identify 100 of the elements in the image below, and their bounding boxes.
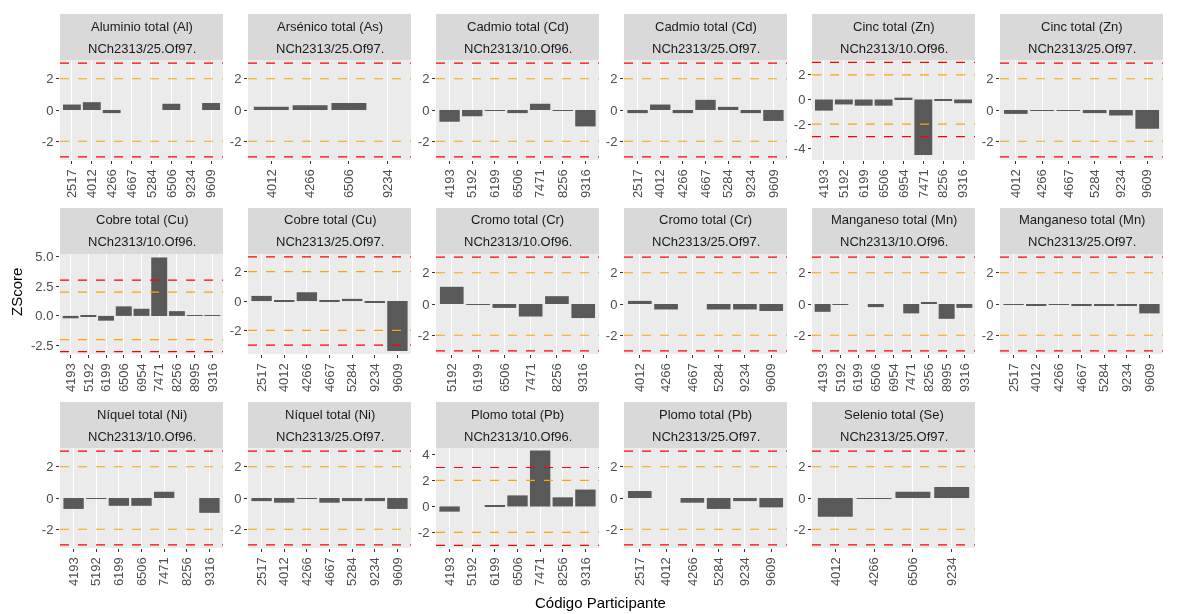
x-tick-label: 6506 — [341, 169, 357, 199]
x-tick-label: 4667 — [697, 169, 713, 199]
y-tick-label: 2 — [234, 459, 242, 475]
x-tick-label: 9609 — [765, 169, 781, 199]
y-tick-label: 0 — [610, 102, 618, 118]
x-tick-label: 5192 — [832, 363, 848, 393]
y-tick-label: 2 — [46, 71, 54, 87]
y-tick-label: -2 — [793, 116, 806, 132]
chart-subtitle: NCh2313/25.Of97. — [276, 41, 385, 56]
y-tick-label: 0 — [610, 490, 618, 506]
x-tick-label: 9609 — [203, 169, 219, 199]
y-axis-title: ZScore — [8, 267, 25, 316]
chart-subtitle: NCh2313/10.Of96. — [840, 41, 949, 56]
x-tick-label: 9234 — [943, 557, 959, 587]
x-tick-label: 4193 — [441, 169, 457, 199]
x-tick-label: 4266 — [103, 169, 119, 199]
x-tick-label: 5192 — [464, 557, 480, 587]
x-tick-label: 6199 — [855, 169, 871, 199]
x-tick-label: 8256 — [935, 169, 951, 199]
x-tick-label: 6506 — [116, 363, 132, 393]
y-tick-label: 0 — [234, 490, 242, 506]
y-tick-label: -2 — [229, 521, 242, 537]
x-tick-label: 9609 — [389, 557, 405, 587]
x-tick-label: 4012 — [276, 363, 292, 393]
y-tick-label: 5.0 — [35, 248, 54, 264]
x-tick-label: 4193 — [65, 557, 81, 587]
x-tick-label: 7471 — [151, 363, 167, 393]
x-tick-label: 9234 — [379, 169, 395, 199]
x-tick-label: 5284 — [143, 169, 159, 199]
chart-subtitle: NCh2313/25.Of97. — [652, 41, 761, 56]
y-tick-label: 0 — [422, 296, 430, 312]
y-tick-label: 0 — [798, 296, 806, 312]
x-tick-label: 9609 — [389, 363, 405, 393]
x-tick-label: 9609 — [1141, 363, 1157, 393]
x-tick-label: 9609 — [1139, 169, 1155, 199]
x-tick-label: 8256 — [555, 557, 571, 587]
y-tick-label: -2 — [605, 521, 618, 537]
y-tick-label: 0 — [798, 92, 806, 108]
x-tick-label: 2517 — [64, 169, 80, 199]
x-tick-label: 4193 — [814, 363, 830, 393]
x-tick-label: 9234 — [1113, 169, 1129, 199]
chart-subtitle: NCh2313/10.Of96. — [464, 41, 573, 56]
chart-subtitle: NCh2313/25.Of97. — [276, 234, 385, 249]
x-tick-label: 5284 — [344, 557, 360, 587]
x-tick-label: 4667 — [321, 363, 337, 393]
x-tick-label: 6954 — [895, 169, 911, 199]
y-tick-label: 2 — [610, 459, 618, 475]
chart-subtitle: NCh2313/25.Of97. — [840, 429, 949, 444]
x-tick-label: 6506 — [509, 557, 525, 587]
x-tick-label: 9316 — [577, 557, 593, 587]
chart-subtitle: NCh2313/25.Of97. — [1028, 234, 1137, 249]
x-tick-label: 4012 — [276, 557, 292, 587]
chart-subtitle: NCh2313/25.Of97. — [652, 429, 761, 444]
y-tick-label: 2 — [234, 264, 242, 280]
y-tick-label: 2 — [422, 71, 430, 87]
chart-title: Manganeso total (Mn) — [831, 212, 958, 227]
x-tick-label: 4012 — [1007, 169, 1023, 199]
y-tick-label: 0 — [46, 102, 54, 118]
chart-subtitle: NCh2313/10.Of96. — [840, 234, 949, 249]
x-tick-label: 8995 — [938, 363, 954, 393]
x-tick-label: 8256 — [549, 363, 565, 393]
y-tick-label: 0.0 — [35, 308, 54, 324]
chart-title: Manganeso total (Mn) — [1019, 212, 1146, 227]
x-tick-label: 9234 — [367, 363, 383, 393]
y-tick-label: 0 — [234, 293, 242, 309]
y-tick-label: -2 — [417, 133, 430, 149]
y-tick-label: -2 — [981, 133, 994, 149]
x-tick-label: 6199 — [470, 363, 486, 393]
x-tick-label: 4266 — [302, 169, 318, 199]
x-tick-label: 5284 — [720, 169, 736, 199]
y-tick-label: 2 — [798, 67, 806, 83]
chart-title: Cadmio total (Cd) — [655, 19, 757, 34]
y-tick-label: 0 — [422, 498, 430, 514]
x-tick-label: 5192 — [836, 169, 852, 199]
x-tick-label: 9234 — [737, 363, 753, 393]
chart-title: Selenio total (Se) — [844, 407, 944, 422]
x-tick-label: 4667 — [1073, 363, 1089, 393]
x-tick-label: 2517 — [629, 169, 645, 199]
x-tick-label: 7471 — [915, 169, 931, 199]
chart-title: Níquel total (Ni) — [285, 407, 376, 422]
y-tick-label: -2 — [417, 524, 430, 540]
chart-title: Arsénico total (As) — [277, 19, 384, 34]
x-tick-label: 4012 — [658, 557, 674, 587]
x-tick-label: 9316 — [955, 169, 971, 199]
y-tick-label: -2 — [793, 327, 806, 343]
x-tick-label: 5192 — [464, 169, 480, 199]
x-tick-label: 5284 — [344, 363, 360, 393]
x-tick-label: 6199 — [487, 169, 503, 199]
x-tick-label: 7471 — [522, 363, 538, 393]
x-tick-label: 4266 — [1034, 169, 1050, 199]
x-tick-label: 4012 — [652, 169, 668, 199]
y-tick-label: 0 — [610, 296, 618, 312]
x-tick-label: 9609 — [763, 557, 779, 587]
x-axis-title: Código Participante — [535, 594, 666, 611]
x-tick-label: 4193 — [441, 557, 457, 587]
x-tick-label: 9609 — [763, 363, 779, 393]
chart-title: Cadmio total (Cd) — [467, 19, 569, 34]
x-tick-label: 9316 — [956, 363, 972, 393]
chart-title: Níquel total (Ni) — [97, 407, 188, 422]
x-tick-label: 8256 — [921, 363, 937, 393]
